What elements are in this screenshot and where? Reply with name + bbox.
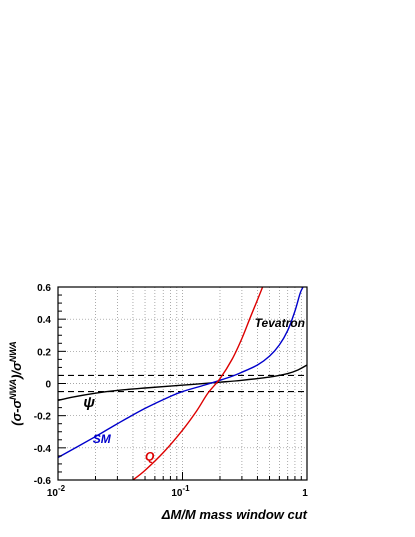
- y-tick-label: 0.4: [37, 315, 51, 326]
- series-line-psi: [57, 364, 308, 402]
- x-axis-title: ΔM/M mass window cut: [161, 507, 308, 522]
- y-tick-label: 0.2: [37, 347, 51, 358]
- tick-labels: 10-2 10-1 1 -0.6 -0.4 -0.2 0 0.2 0.4 0.6: [34, 283, 308, 499]
- ticks: [57, 286, 308, 481]
- x-tick-label: 10-2: [47, 484, 66, 499]
- series-lines: [57, 286, 308, 481]
- annotation-q: Q: [145, 450, 155, 464]
- annotations: Tevatron ψ SM Q: [83, 316, 305, 463]
- series-line-q: [132, 286, 264, 481]
- y-tick-label: -0.4: [34, 444, 52, 455]
- y-tick-label: 0: [45, 380, 51, 391]
- y-tick-label: -0.2: [34, 412, 52, 423]
- annotation-psi: ψ: [83, 394, 95, 411]
- x-tick-label: 1: [302, 488, 308, 499]
- y-axis-title: (σ-σNWA)/σNWA: [8, 341, 24, 426]
- y-tick-label: 0.6: [37, 283, 51, 294]
- x-tick-label: 10-1: [171, 484, 190, 499]
- series-line-sm: [57, 286, 304, 459]
- annotation-tevatron: Tevatron: [255, 316, 305, 330]
- grid: [58, 287, 307, 480]
- annotation-sm: SM: [93, 432, 112, 446]
- y-tick-label: -0.6: [34, 476, 52, 487]
